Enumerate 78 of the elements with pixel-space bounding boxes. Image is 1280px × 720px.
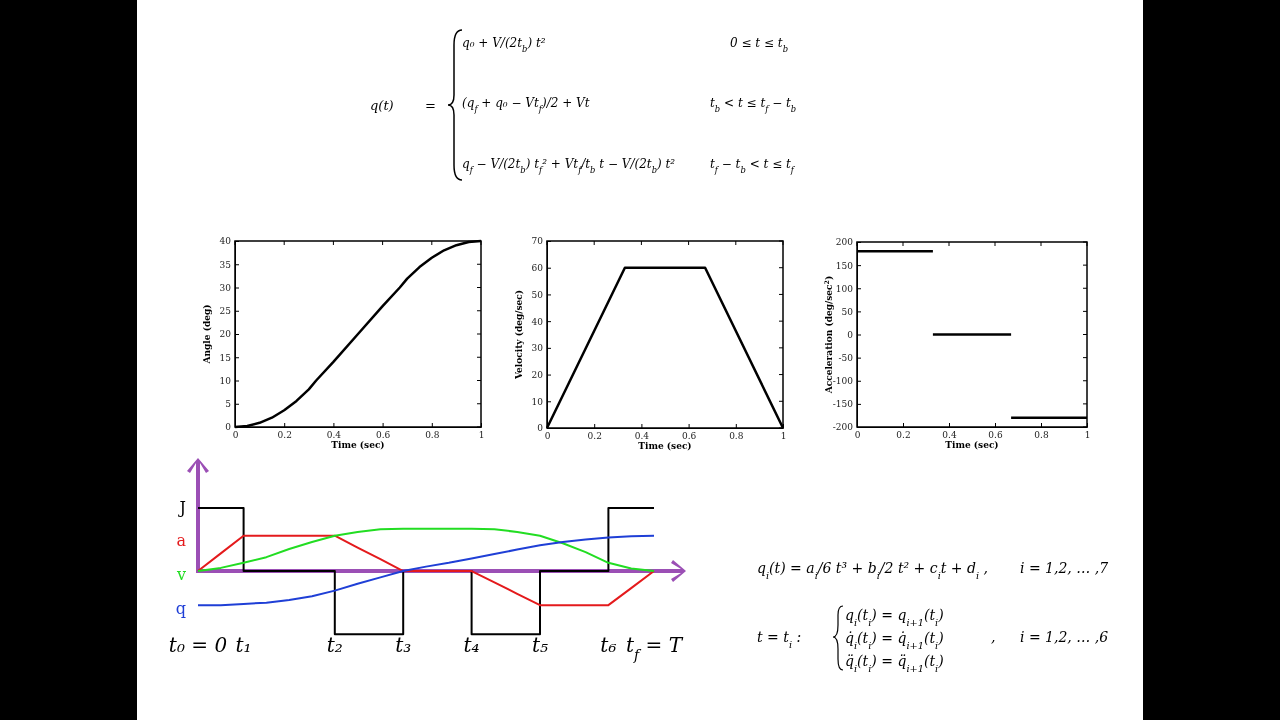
text: 0 ≤ t ≤ t$_{b}$	[730, 36, 789, 54]
y-tick-label: 20	[531, 369, 544, 380]
y-tick-label: 15	[219, 352, 232, 363]
y-tick-label: -100	[832, 376, 854, 387]
text: q̇$_{i}$(t$_{i}$) = q̇$_{i+1}$(t$_{i}$)	[845, 630, 944, 651]
text: =	[425, 98, 436, 113]
y-tick-label: 60	[531, 263, 544, 274]
text: q(t)	[370, 98, 394, 113]
x-tick-label: 0.8	[425, 430, 440, 441]
x-tick-label: 0.6	[375, 430, 391, 441]
x-tick-label: 0.2	[896, 430, 911, 441]
x-tick-label: 0.4	[942, 430, 957, 441]
y-tick-label: 25	[219, 306, 232, 317]
series-label: q	[175, 598, 186, 618]
x-axis-title: Time (sec)	[638, 441, 692, 451]
text: t$_{f}$ − t$_{b}$ < t ≤ t$_{f}$	[710, 157, 796, 175]
text: t = t$_{i}$ :	[757, 629, 802, 650]
series-label: v	[175, 565, 186, 585]
x-tick-label: 1	[478, 430, 485, 441]
y-tick-label: 150	[835, 260, 854, 271]
x-tick-label: 0.6	[988, 430, 1003, 441]
y-tick-label: -50	[838, 353, 854, 364]
y-tick-label: 10	[531, 396, 544, 407]
y-tick-label: 30	[219, 282, 232, 293]
x-tick-label: 0	[232, 430, 239, 441]
y-axis-title: Velocity (deg/sec)	[514, 289, 524, 381]
x-tick-label: 0	[854, 430, 861, 441]
y-tick-label: 20	[219, 329, 232, 340]
y-tick-label: 0	[225, 422, 232, 433]
y-tick-label: 40	[531, 316, 544, 327]
x-tick-label: t₃	[395, 633, 412, 657]
series-label: a	[176, 531, 187, 551]
y-tick-label: 0	[847, 329, 854, 340]
x-tick-label: 1	[780, 431, 787, 442]
text: i = 1,2, … ,6	[1020, 629, 1109, 645]
x-tick-label: 1	[1084, 430, 1091, 441]
x-tick-label: 0.2	[277, 430, 292, 441]
y-tick-label: 50	[531, 289, 544, 300]
text: q₀ + V/(2t$_{b}$) t²	[462, 36, 546, 54]
y-tick-label: 30	[531, 343, 544, 354]
y-tick-label: -200	[832, 422, 854, 433]
text: q̈$_{i}$(t$_{i}$) = q̈$_{i+1}$(t$_{i}$)	[845, 653, 944, 674]
x-tick-label: 0.8	[729, 431, 744, 442]
text: q$_{i}$(t) = a$_{i}$/6 t³ + b$_{i}$/2 t² + c$_{i}$t + d$_{i}$	[757, 560, 980, 581]
x-tick-label: t₄	[463, 633, 480, 657]
y-tick-label: 50	[841, 306, 854, 317]
x-tick-label: 0.4	[634, 431, 650, 442]
x-tick-label: 0.6	[681, 431, 697, 442]
text: (q$_{f}$ + q₀ − Vt$_{f}$)/2 + Vt	[462, 96, 590, 114]
text: q$_{f}$ − V/(2t$_{b}$) t$_{f}$² + Vt$_{f}$/t$_{b}$ t − V/(2t$_{b}$) t²	[462, 157, 676, 175]
y-tick-label: 10	[219, 375, 232, 386]
x-tick-label: 0	[544, 431, 551, 442]
text: i = 1,2, … ,7	[1020, 560, 1109, 576]
y-tick-label: 40	[219, 236, 232, 247]
x-tick-label: t$_{f}$ = T	[625, 633, 684, 663]
y-axis-title: Angle (deg)	[202, 304, 212, 365]
y-tick-label: 35	[219, 259, 232, 270]
x-tick-label: t₀ = 0	[168, 633, 228, 657]
x-tick-label: t₂	[326, 633, 343, 657]
x-tick-label: t₆	[600, 633, 617, 657]
y-tick-label: 100	[835, 283, 854, 294]
x-tick-label: t₅	[531, 633, 549, 657]
text: ,	[991, 629, 996, 645]
text: t$_{b}$ < t ≤ t$_{f}$ − t$_{b}$	[710, 96, 797, 114]
y-tick-label: 70	[531, 236, 544, 247]
x-tick-label: 0.4	[326, 430, 342, 441]
x-axis-title: Time (sec)	[945, 440, 999, 450]
y-tick-label: 5	[225, 399, 232, 410]
y-tick-label: -150	[832, 399, 854, 410]
text: ,	[979, 560, 989, 576]
x-tick-label: 0.8	[1034, 430, 1049, 441]
series-label: J	[177, 497, 186, 517]
x-tick-label: 0.2	[587, 431, 602, 442]
y-tick-label: 200	[835, 237, 854, 248]
y-tick-label: 0	[537, 423, 544, 434]
x-tick-label: t₁	[235, 633, 252, 657]
x-axis-title: Time (sec)	[331, 440, 385, 450]
text: q$_{i}$(t$_{i}$) = q$_{i+1}$(t$_{i}$)	[845, 607, 944, 628]
